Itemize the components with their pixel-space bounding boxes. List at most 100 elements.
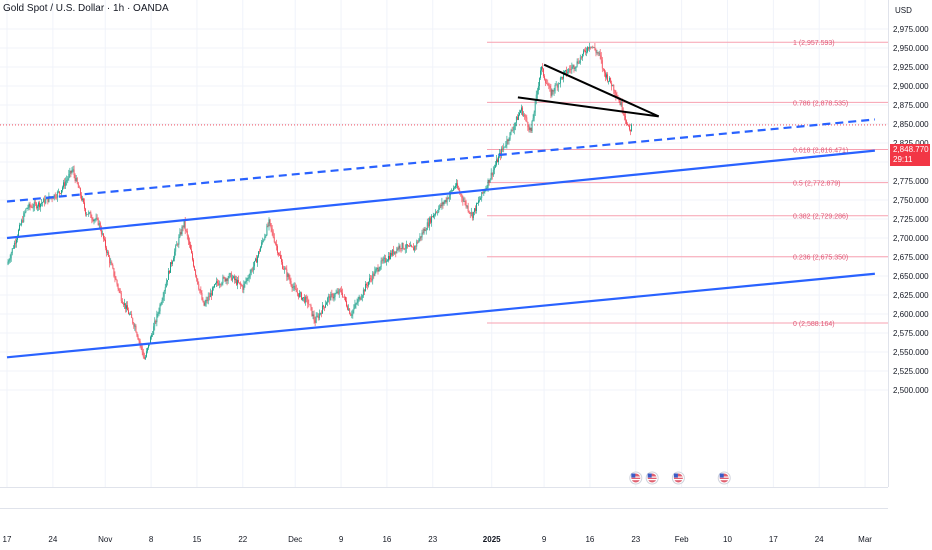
candle-body (95, 217, 97, 220)
candle-body (190, 244, 191, 250)
event-flag-canton (647, 473, 652, 478)
event-flag-stripe (719, 476, 729, 478)
candle-body (577, 61, 579, 64)
candle-body (313, 314, 315, 321)
candle-body (239, 282, 241, 284)
candle-body (511, 130, 513, 131)
candle-body (400, 248, 402, 249)
candle-body (302, 297, 303, 300)
candle-body (374, 270, 376, 276)
candle-body (88, 212, 90, 215)
candle-body (396, 248, 398, 253)
candle-body (536, 90, 538, 95)
price-tick-label: 2,975.000 (893, 25, 929, 34)
candle-body (454, 187, 455, 189)
candlestick-series (7, 42, 633, 360)
candle-body (246, 278, 248, 281)
candle-body (167, 270, 169, 280)
candle-body (446, 197, 448, 202)
candle-body (17, 236, 18, 240)
price-axis[interactable]: 2,975.000 2,950.000 2,925.000 2,900.000 2,87… (888, 0, 930, 487)
candle-body (419, 236, 421, 240)
candle-body (134, 325, 136, 327)
candle-body (29, 203, 31, 207)
candle-body (389, 255, 390, 259)
candle-body (570, 69, 572, 70)
candle-body (488, 179, 490, 183)
candle-body (135, 325, 137, 333)
candle-body (335, 292, 337, 294)
candle-body (601, 60, 603, 69)
candle-body (602, 68, 604, 70)
candle-body (12, 248, 14, 249)
candle-body (71, 170, 73, 173)
candle-body (297, 293, 299, 297)
candle-body (298, 293, 300, 297)
candle-body (595, 49, 597, 53)
time-tick-label: 23 (428, 535, 437, 544)
candle-body (262, 240, 264, 243)
candle-body (439, 204, 441, 209)
candle-body (505, 144, 507, 147)
candle-body (184, 220, 186, 230)
candle-body (341, 292, 343, 297)
candle-body (429, 218, 431, 223)
candle-body (424, 228, 426, 232)
grid-lines (0, 0, 888, 487)
candle-body (542, 66, 543, 69)
candle-body (22, 220, 24, 222)
candle-body (101, 233, 103, 235)
candle-body (205, 299, 207, 303)
candle-body (363, 289, 365, 292)
candle-body (461, 194, 463, 199)
candle-body (565, 70, 566, 72)
candle-body (224, 277, 226, 282)
candle-body (455, 185, 456, 188)
price-tick-label: 2,625.000 (893, 291, 929, 300)
candle-body (206, 299, 208, 302)
candle-body (200, 290, 202, 293)
candle-body (38, 202, 39, 207)
candle-body (97, 218, 99, 226)
time-axis[interactable]: 17 24 Nov 8 15 22 Dec 9 16 23 2025 9 16 23 Feb 10 17 24 Ma… (0, 487, 888, 545)
candle-body (523, 114, 525, 116)
candle-body (61, 190, 62, 194)
candle-body (403, 248, 405, 250)
candle-body (480, 197, 482, 200)
candle-body (418, 239, 420, 243)
candle-body (82, 198, 83, 200)
price-tick-label: 2,650.000 (893, 272, 929, 281)
fib-level-label: 1 (2,957.593) (793, 40, 835, 47)
candle-body (609, 77, 610, 81)
candle-body (23, 213, 25, 222)
candle-body (221, 283, 223, 285)
candle-body (524, 114, 526, 117)
candle-body (509, 132, 511, 140)
candle-body (254, 258, 256, 262)
candle-body (576, 61, 578, 67)
candle-body (590, 46, 592, 48)
candle-body (385, 261, 387, 263)
event-flag-stripe (647, 479, 657, 481)
candle-body (52, 198, 54, 200)
candle-body (613, 84, 615, 91)
candle-body (548, 85, 550, 87)
candle-body (464, 201, 466, 202)
candle-body (64, 182, 66, 186)
candle-body (474, 208, 475, 212)
candle-body (319, 312, 321, 314)
candle-body (588, 47, 590, 49)
candle-body (508, 139, 510, 141)
candle-body (193, 259, 194, 267)
candle-body (397, 248, 399, 250)
candle-body (21, 220, 23, 225)
trendlines[interactable] (6, 63, 875, 359)
candle-body (513, 125, 515, 130)
candle-body (204, 302, 206, 306)
candle-body (405, 244, 407, 249)
candle-body (162, 296, 164, 301)
candle-body (110, 262, 112, 264)
candle-body (574, 67, 576, 69)
economic-event-markers[interactable] (629, 471, 731, 485)
